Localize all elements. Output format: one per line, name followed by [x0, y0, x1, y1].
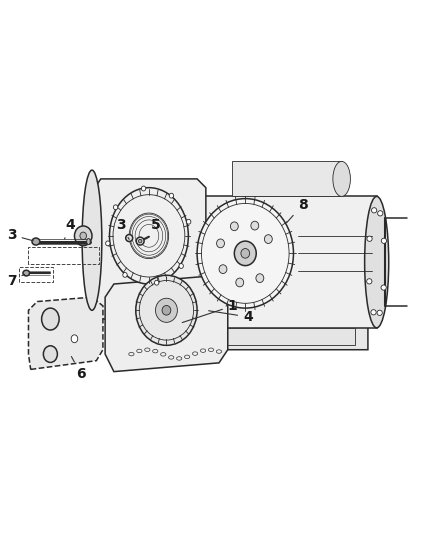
Polygon shape — [232, 161, 342, 197]
Ellipse shape — [236, 278, 244, 287]
Ellipse shape — [234, 241, 256, 265]
Ellipse shape — [241, 248, 250, 258]
Ellipse shape — [251, 221, 259, 230]
Ellipse shape — [113, 205, 118, 209]
Ellipse shape — [138, 239, 142, 243]
Ellipse shape — [256, 274, 264, 282]
Ellipse shape — [155, 280, 159, 285]
Ellipse shape — [378, 211, 383, 216]
Ellipse shape — [136, 275, 197, 345]
Ellipse shape — [155, 298, 177, 322]
Ellipse shape — [42, 308, 59, 330]
Ellipse shape — [371, 310, 376, 315]
Ellipse shape — [377, 310, 382, 316]
Text: 1: 1 — [182, 299, 237, 322]
Ellipse shape — [106, 241, 110, 246]
Ellipse shape — [333, 161, 350, 197]
Ellipse shape — [216, 239, 224, 248]
Ellipse shape — [381, 238, 387, 244]
Ellipse shape — [110, 188, 188, 284]
Polygon shape — [206, 328, 355, 345]
Ellipse shape — [71, 335, 78, 343]
Polygon shape — [184, 314, 368, 350]
Ellipse shape — [123, 272, 127, 277]
Polygon shape — [105, 275, 228, 372]
Ellipse shape — [23, 270, 29, 276]
Ellipse shape — [197, 199, 293, 308]
Ellipse shape — [82, 170, 102, 310]
Ellipse shape — [126, 235, 133, 241]
Polygon shape — [92, 179, 206, 319]
Ellipse shape — [381, 285, 386, 290]
Ellipse shape — [219, 265, 227, 273]
Ellipse shape — [364, 197, 389, 328]
Ellipse shape — [230, 222, 238, 231]
Ellipse shape — [187, 219, 191, 224]
Text: 5: 5 — [146, 219, 160, 239]
Text: 8: 8 — [286, 198, 307, 223]
Ellipse shape — [169, 193, 173, 198]
Ellipse shape — [43, 346, 57, 362]
Ellipse shape — [371, 208, 377, 213]
Text: 3: 3 — [7, 228, 33, 242]
Polygon shape — [184, 197, 377, 328]
Ellipse shape — [179, 264, 184, 269]
Ellipse shape — [265, 235, 272, 244]
Ellipse shape — [162, 305, 171, 315]
Ellipse shape — [367, 279, 372, 284]
Ellipse shape — [74, 226, 92, 246]
Text: 4: 4 — [64, 219, 75, 239]
Ellipse shape — [32, 238, 40, 245]
Text: 6: 6 — [71, 357, 86, 381]
Polygon shape — [28, 297, 103, 369]
Text: 7: 7 — [7, 273, 25, 287]
Ellipse shape — [136, 237, 144, 245]
Ellipse shape — [80, 232, 86, 239]
Ellipse shape — [367, 236, 372, 241]
Text: 4: 4 — [208, 310, 253, 324]
Ellipse shape — [141, 186, 146, 191]
Ellipse shape — [87, 238, 90, 245]
Text: 3: 3 — [116, 219, 129, 239]
